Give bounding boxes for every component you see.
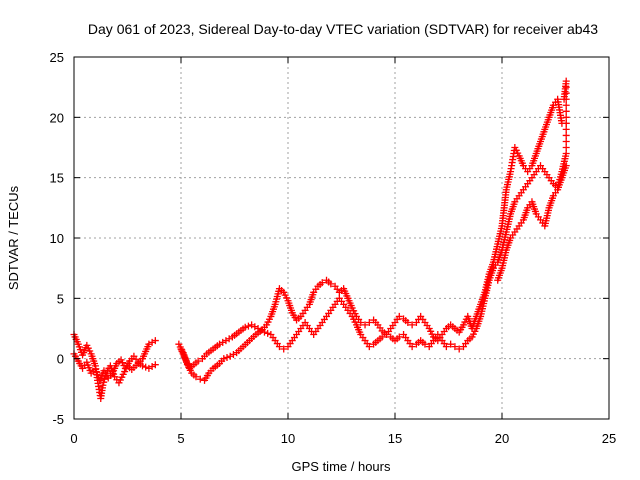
data-point-marker xyxy=(280,345,288,353)
x-tick-label: 5 xyxy=(177,431,184,446)
data-point-marker xyxy=(455,345,463,353)
data-point-marker xyxy=(264,329,272,337)
x-axis-label: GPS time / hours xyxy=(292,459,391,474)
y-tick-label: 15 xyxy=(50,171,64,186)
data-point-marker xyxy=(361,321,369,329)
data-point-marker xyxy=(223,353,231,361)
data-point-marker xyxy=(192,373,200,381)
y-tick-label: 20 xyxy=(50,110,64,125)
data-point-marker xyxy=(447,340,455,348)
data-point-marker xyxy=(562,113,570,121)
data-point-marker xyxy=(151,361,159,369)
data-point-marker xyxy=(194,357,202,365)
data-point-marker xyxy=(562,101,570,109)
x-tick-label: 15 xyxy=(388,431,402,446)
series-track-E xyxy=(494,162,570,284)
data-point-marker xyxy=(99,381,107,389)
data-point-marker xyxy=(327,280,335,288)
data-point-marker xyxy=(560,95,568,103)
y-tick-label: -5 xyxy=(52,412,64,427)
data-point-marker xyxy=(241,323,249,331)
data-point-marker xyxy=(378,333,386,341)
data-point-marker xyxy=(220,355,228,363)
x-tick-label: 20 xyxy=(495,431,509,446)
data-point-marker xyxy=(408,343,416,351)
data-point-marker xyxy=(442,343,450,351)
y-tick-label: 10 xyxy=(50,231,64,246)
grid-lines xyxy=(74,57,609,419)
series-track-A xyxy=(70,331,159,402)
x-tick-label: 10 xyxy=(281,431,295,446)
data-point-marker xyxy=(562,131,570,139)
data-point-marker xyxy=(100,375,108,383)
data-point-marker xyxy=(562,125,570,133)
x-tick-label: 0 xyxy=(70,431,77,446)
data-point-marker xyxy=(100,378,108,386)
data-point-marker xyxy=(562,119,570,127)
data-point-marker xyxy=(451,343,459,351)
data-point-marker xyxy=(382,331,390,339)
data-point-marker xyxy=(562,162,570,170)
y-tick-label: 25 xyxy=(50,50,64,65)
data-point-marker xyxy=(138,362,146,370)
axis-ticks: 0 5 10 15 20 25 -5 0 5 10 15 20 25 xyxy=(50,50,617,446)
data-point-marker xyxy=(395,312,403,320)
data-point-marker xyxy=(318,279,326,287)
data-point-marker xyxy=(365,343,373,351)
data-point-marker xyxy=(562,107,570,115)
data-point-marker xyxy=(244,322,252,330)
data-point-marker xyxy=(151,337,159,345)
chart-title: Day 061 of 2023, Sidereal Day-to-day VTE… xyxy=(88,21,598,37)
data-point-marker xyxy=(562,144,570,151)
x-tick-label: 25 xyxy=(602,431,616,446)
data-point-marker xyxy=(562,137,570,145)
data-point-marker xyxy=(404,318,412,326)
y-tick-label: 0 xyxy=(57,352,64,367)
y-tick-label: 5 xyxy=(57,291,64,306)
series-track-B xyxy=(70,350,159,384)
data-point-marker xyxy=(408,321,416,329)
data-point-marker xyxy=(365,318,373,326)
data-point-marker xyxy=(196,375,204,383)
y-axis-label: SDTVAR / TECUs xyxy=(6,185,21,290)
data-point-marker xyxy=(562,150,570,158)
data-points xyxy=(70,77,570,402)
data-point-marker xyxy=(142,363,150,371)
data-point-marker xyxy=(421,340,429,348)
data-point-marker xyxy=(395,333,403,341)
data-point-marker xyxy=(260,328,268,336)
data-point-marker xyxy=(275,343,283,351)
